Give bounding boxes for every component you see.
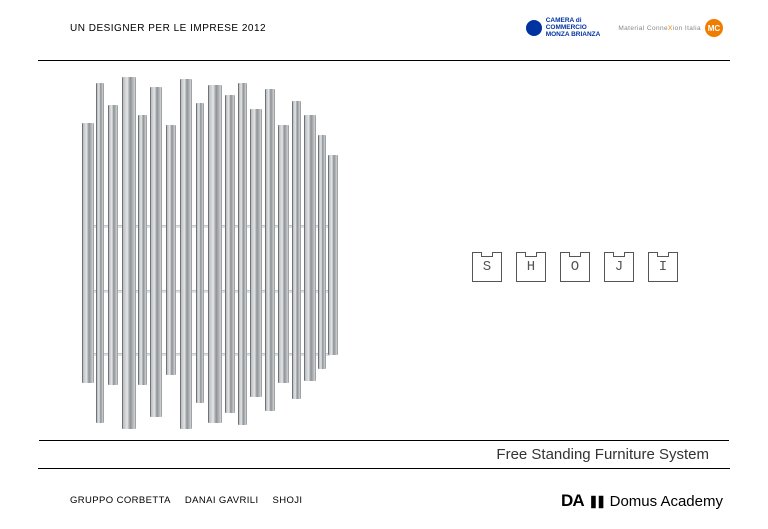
- slat: [225, 95, 235, 413]
- slat: [196, 103, 204, 403]
- slat: [328, 155, 338, 355]
- furniture-visualization: [60, 75, 360, 435]
- da-text: Domus Academy: [610, 493, 723, 510]
- camera-emblem-icon: [526, 20, 542, 36]
- sponsor-material-connexion: Material ConneXion Italia MC: [618, 19, 723, 37]
- credit-item: DANAI GAVRILI: [185, 495, 259, 506]
- domus-academy-logo: DA ∎∎∎∎ Domus Academy: [561, 491, 723, 511]
- mc-post: ion Italia: [673, 25, 701, 32]
- slat: [122, 77, 136, 429]
- slat: [166, 125, 176, 375]
- slat: [265, 89, 275, 411]
- camera-line-3: MONZA BRIANZA: [546, 32, 601, 39]
- subtitle-bar: Free Standing Furniture System: [39, 440, 729, 468]
- credit-item: GRUPPO CORBETTA: [70, 495, 171, 506]
- da-dots-icon: ∎∎∎∎: [590, 495, 604, 507]
- logo-letter-i: I: [648, 252, 678, 282]
- slat: [150, 87, 162, 417]
- shoji-letter-tabs: SHOJI: [472, 252, 678, 282]
- sponsor-logos: CAMERA di COMMERCIO MONZA BRIANZA Materi…: [526, 18, 723, 38]
- mc-pre: Material Conne: [618, 25, 668, 32]
- camera-text: CAMERA di COMMERCIO MONZA BRIANZA: [546, 18, 601, 38]
- slat: [318, 135, 326, 369]
- logo-letter-h: H: [516, 252, 546, 282]
- logo-letter-o: O: [560, 252, 590, 282]
- slat: [208, 85, 222, 423]
- slat: [278, 125, 289, 383]
- mc-badge-icon: MC: [705, 19, 723, 37]
- slat: [82, 123, 94, 383]
- footer-credits: GRUPPO CORBETTA DANAI GAVRILI SHOJI: [70, 495, 302, 506]
- page-title: UN DESIGNER PER LE IMPRESE 2012: [70, 23, 266, 34]
- subtitle-text: Free Standing Furniture System: [496, 446, 709, 463]
- slat: [292, 101, 301, 399]
- da-mark: DA: [561, 491, 584, 511]
- slat: [138, 115, 147, 385]
- slat: [108, 105, 118, 385]
- slat: [250, 109, 262, 397]
- footer: GRUPPO CORBETTA DANAI GAVRILI SHOJI DA ∎∎∎…: [0, 493, 768, 513]
- slat: [180, 79, 192, 429]
- header: UN DESIGNER PER LE IMPRESE 2012 CAMERA d…: [0, 18, 768, 58]
- sponsor-camera-commercio: CAMERA di COMMERCIO MONZA BRIANZA: [526, 18, 601, 38]
- logo-letter-s: S: [472, 252, 502, 282]
- slat: [304, 115, 316, 381]
- credit-item: SHOJI: [273, 495, 303, 506]
- slat: [238, 83, 247, 425]
- logo-letter-j: J: [604, 252, 634, 282]
- slat: [96, 83, 104, 423]
- mc-text: Material ConneXion Italia: [618, 25, 701, 32]
